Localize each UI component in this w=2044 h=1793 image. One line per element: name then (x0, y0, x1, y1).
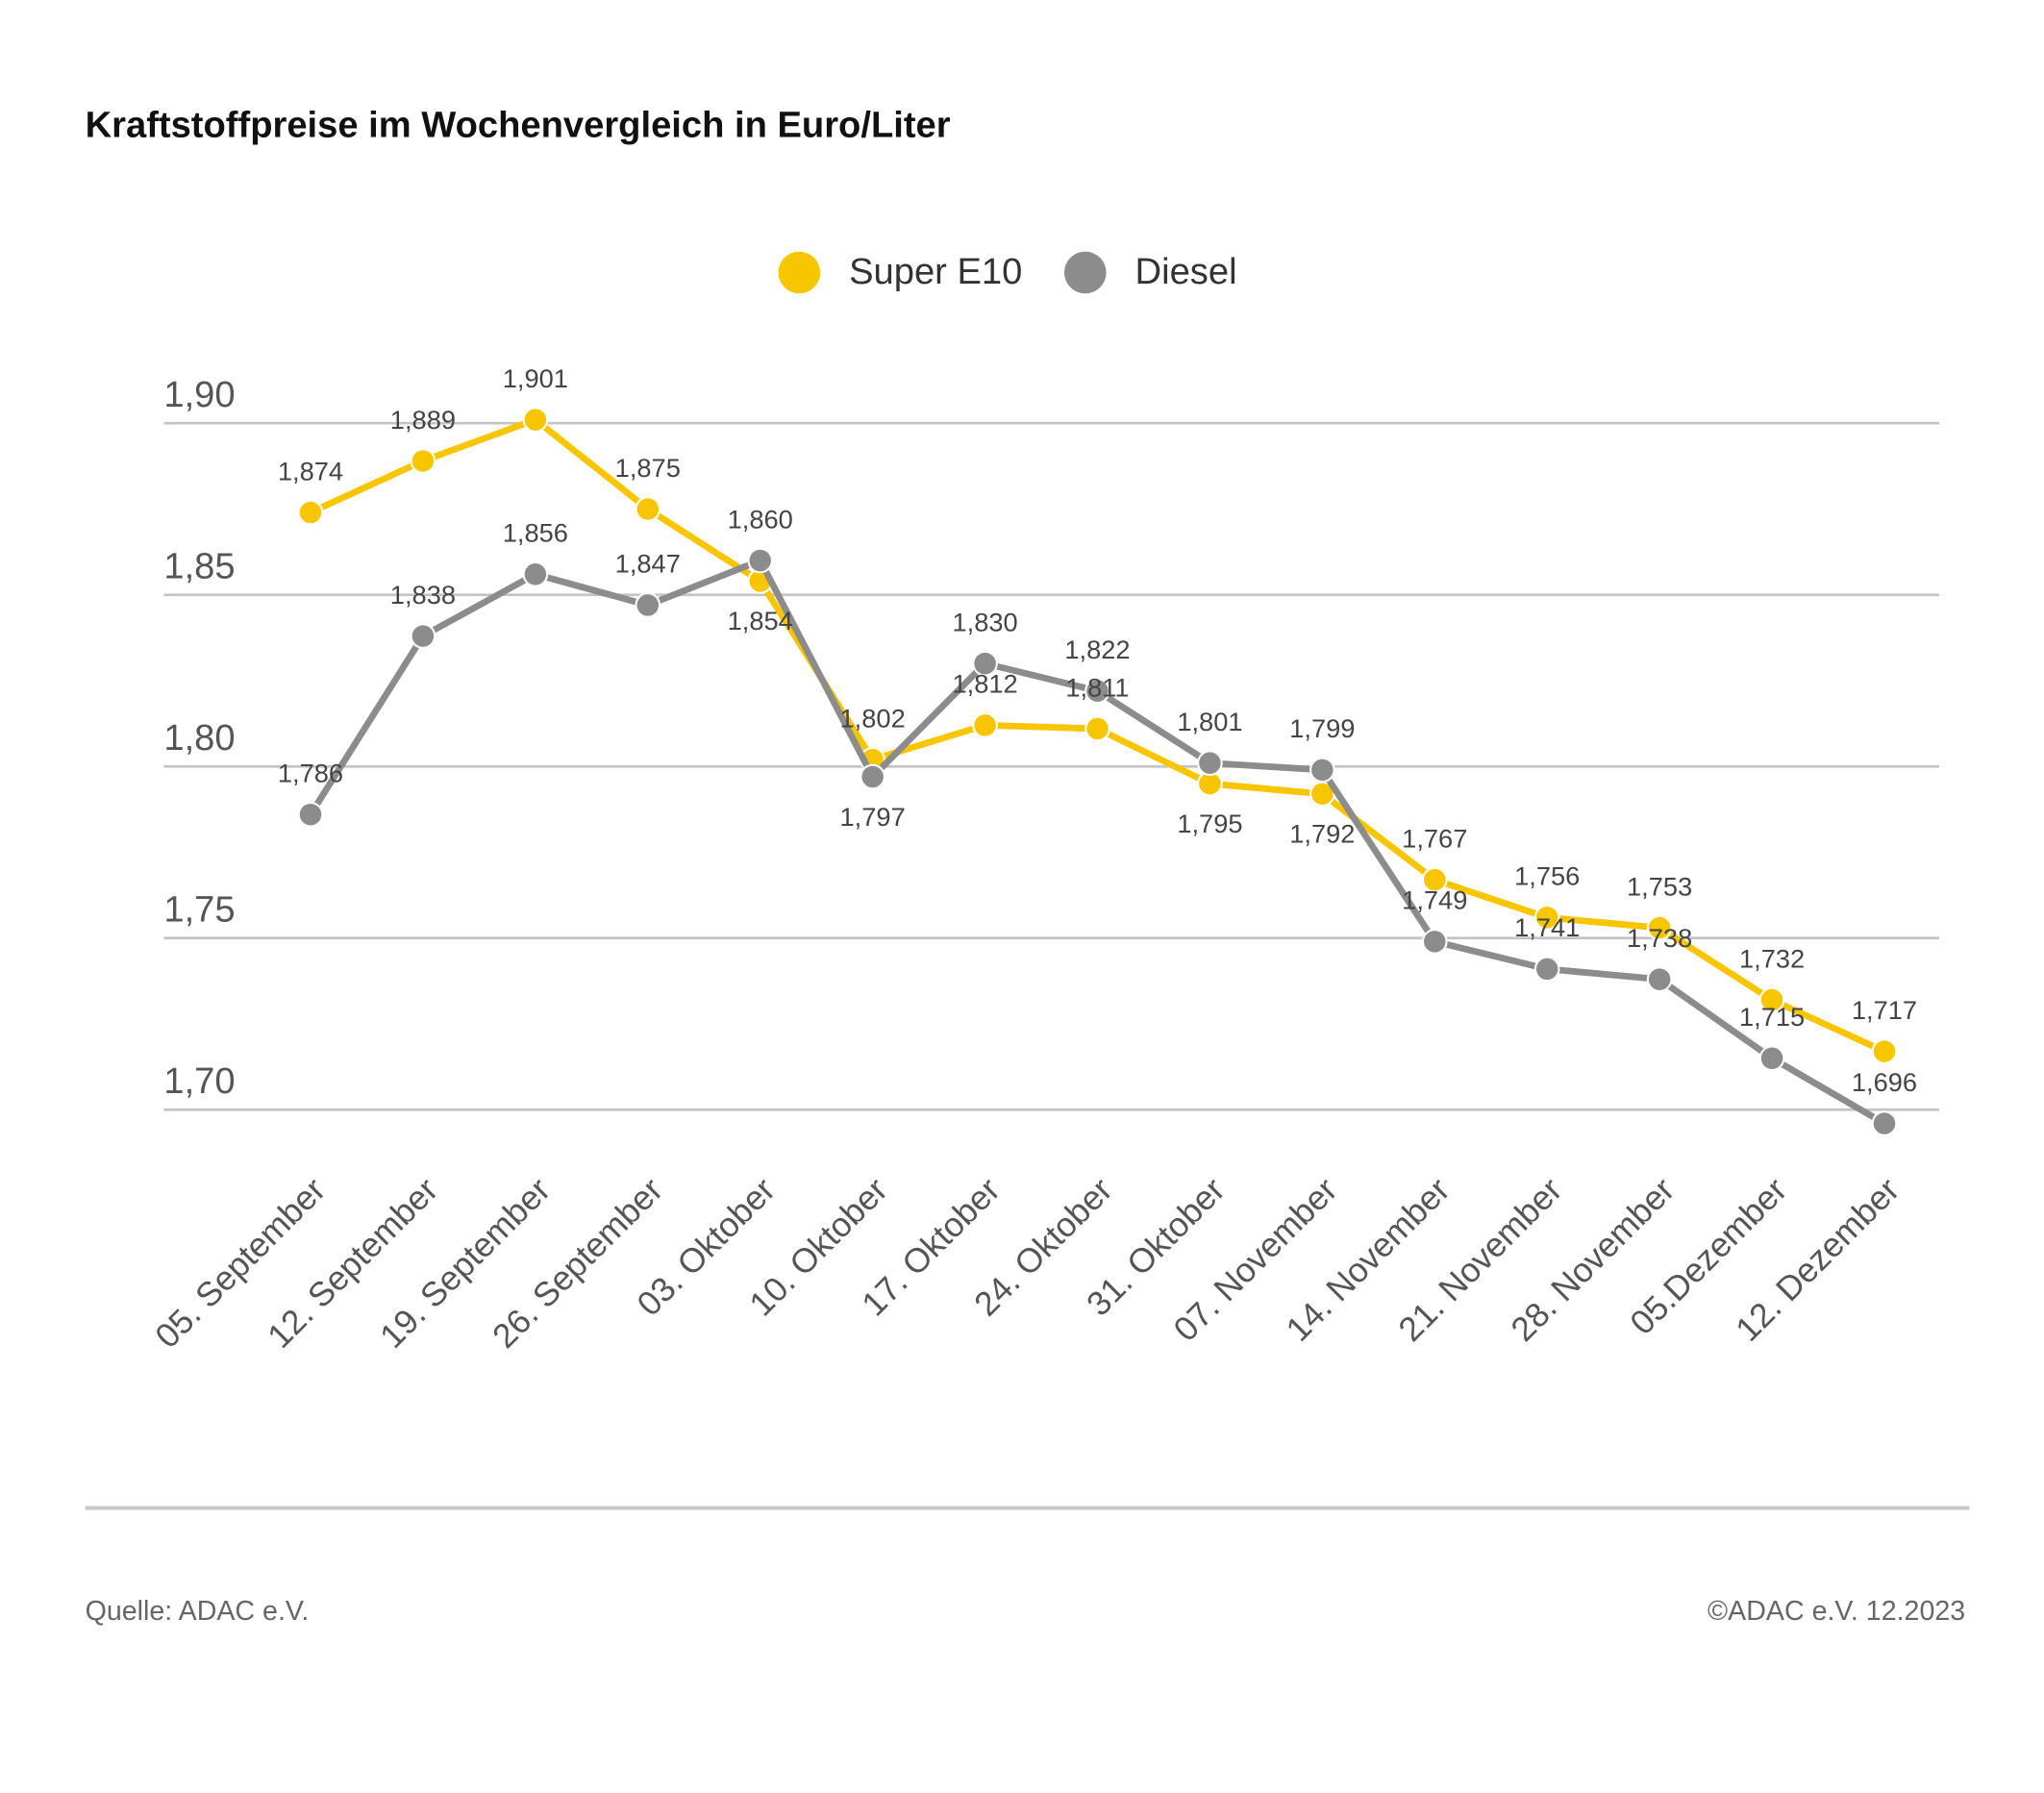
data-label: 1,854 (728, 606, 793, 635)
data-point (522, 407, 549, 433)
data-label: 1,812 (952, 669, 1017, 699)
data-label: 1,792 (1289, 819, 1355, 849)
data-label: 1,875 (615, 453, 681, 483)
data-point (522, 561, 549, 587)
data-label: 1,874 (278, 456, 343, 486)
data-point (972, 712, 998, 738)
data-point (1871, 1038, 1898, 1064)
data-label: 1,802 (840, 703, 906, 733)
y-tick-label: 1,70 (163, 1060, 235, 1102)
data-point (1084, 715, 1110, 742)
data-point (410, 623, 436, 649)
data-label: 1,756 (1514, 861, 1580, 891)
data-point (635, 592, 661, 618)
legend-marker (1063, 251, 1107, 294)
y-tick-label: 1,90 (163, 374, 235, 415)
data-label: 1,717 (1852, 995, 1917, 1025)
data-point (1309, 757, 1335, 784)
chart-title: Kraftstoffpreise im Wochenvergleich in E… (86, 104, 951, 145)
data-label: 1,696 (1852, 1067, 1917, 1097)
y-tick-label: 1,85 (163, 546, 235, 587)
data-label: 1,856 (503, 518, 568, 548)
data-label: 1,741 (1514, 912, 1580, 942)
data-point (1533, 905, 1560, 931)
data-label: 1,795 (1177, 809, 1242, 838)
data-point (972, 650, 998, 677)
data-point (860, 763, 885, 790)
data-label: 1,830 (952, 607, 1017, 636)
data-point (1421, 866, 1448, 893)
data-label: 1,753 (1627, 871, 1692, 901)
data-label: 1,901 (503, 363, 568, 393)
data-label: 1,860 (728, 504, 793, 534)
data-point (1646, 966, 1673, 992)
legend-marker (778, 251, 821, 294)
data-label: 1,799 (1289, 713, 1355, 743)
data-point (1084, 678, 1110, 704)
data-label: 1,732 (1739, 943, 1805, 973)
legend-label: Super E10 (849, 251, 1022, 292)
data-point (1646, 914, 1673, 941)
y-tick-label: 1,80 (163, 717, 235, 759)
data-point (1421, 929, 1448, 955)
data-label: 1,749 (1402, 885, 1467, 915)
data-point (297, 801, 324, 828)
data-label: 1,847 (615, 549, 681, 579)
data-label: 1,715 (1739, 1002, 1805, 1032)
data-point (410, 448, 436, 474)
data-label: 1,767 (1402, 823, 1467, 853)
data-point (635, 496, 661, 522)
data-point (1197, 750, 1223, 776)
data-label: 1,822 (1064, 635, 1130, 664)
source: Quelle: ADAC e.V. (86, 1596, 310, 1627)
data-label: 1,801 (1177, 707, 1242, 736)
legend-label: Diesel (1135, 251, 1237, 292)
data-point (1871, 1110, 1898, 1136)
data-point (297, 499, 324, 526)
copyright: ©ADAC e.V. 12.2023 (1707, 1596, 1965, 1627)
data-point (1758, 986, 1785, 1013)
data-label: 1,811 (1065, 672, 1129, 702)
data-label: 1,738 (1627, 923, 1692, 953)
y-tick-label: 1,75 (163, 889, 235, 931)
data-label: 1,889 (390, 405, 456, 435)
data-point (1533, 956, 1560, 983)
data-point (747, 547, 773, 574)
data-point (1758, 1045, 1785, 1072)
data-label: 1,797 (840, 802, 906, 832)
data-label: 1,786 (278, 759, 343, 788)
data-label: 1,838 (390, 580, 456, 610)
